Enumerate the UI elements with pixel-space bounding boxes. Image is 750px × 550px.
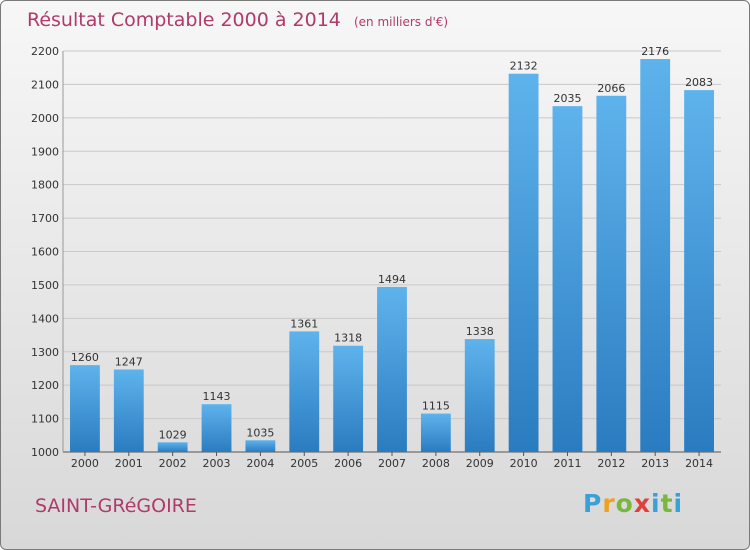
y-tick-label: 1600: [31, 246, 59, 259]
y-tick-label: 1500: [31, 279, 59, 292]
bar-value-label: 1115: [422, 400, 450, 413]
bar: [464, 339, 495, 452]
bar: [70, 365, 100, 452]
bar-value-label: 1338: [466, 325, 494, 338]
bar-value-label: 1494: [378, 273, 406, 286]
x-axis: 2000 2001 2002 2003 2004 2005 2006 2007 2008 2009…: [71, 452, 713, 470]
y-tick-label: 2000: [31, 112, 59, 125]
bar-value-label: 2035: [553, 92, 581, 105]
bar-value-label: 1029: [159, 428, 187, 441]
bar: [113, 369, 144, 452]
proxiti-logo: Proxiti: [583, 489, 684, 518]
y-tick-label: 1700: [31, 212, 59, 225]
bar: [552, 106, 583, 452]
x-tick-label: 2006: [334, 457, 362, 470]
bar-value-label: 1318: [334, 332, 362, 345]
x-tick-label: 2000: [71, 457, 99, 470]
bar: [333, 345, 364, 452]
x-tick-label: 2009: [466, 457, 494, 470]
commune-name: SAINT-GRéGOIRE: [35, 495, 197, 517]
bar: [684, 90, 714, 452]
y-tick-label: 1800: [31, 179, 59, 192]
x-tick-label: 2012: [597, 457, 625, 470]
bar-value-label: 2083: [685, 76, 713, 89]
y-tick-label: 1200: [31, 379, 59, 392]
x-tick-label: 2007: [378, 457, 406, 470]
x-tick-label: 2002: [159, 457, 187, 470]
x-tick-label: 2005: [290, 457, 318, 470]
y-tick-label: 1900: [31, 145, 59, 158]
bar-value-label: 1361: [290, 317, 318, 330]
bar: [377, 286, 407, 452]
bar: [289, 331, 320, 452]
bar-value-label: 1260: [71, 351, 99, 364]
bar-value-label: 1143: [203, 390, 231, 403]
bar-value-label: 2066: [597, 82, 625, 95]
y-tick-label: 1400: [31, 312, 59, 325]
bar: [245, 440, 276, 452]
title-block: Résultat Comptable 2000 à 2014 (en milli…: [27, 9, 448, 31]
bar: [201, 404, 232, 452]
bar: [640, 59, 671, 453]
x-tick-label: 2001: [115, 457, 143, 470]
bar-value-label: 2132: [510, 60, 538, 73]
bar: [508, 73, 539, 453]
y-axis: 1000 1100 1200 1300 1400 1500 1600 1700 1800 1900…: [31, 45, 59, 459]
chart-subtitle: (en milliers d'€): [353, 15, 449, 29]
bars: [70, 59, 714, 453]
y-tick-label: 2100: [31, 78, 59, 91]
bar-value-label: 1247: [115, 355, 143, 368]
bar: [420, 413, 451, 452]
x-tick-label: 2008: [422, 457, 450, 470]
y-tick-label: 2200: [31, 45, 59, 58]
y-tick-label: 1100: [31, 413, 59, 426]
y-tick-label: 1300: [31, 346, 59, 359]
bar-value-label: 1035: [246, 426, 274, 439]
x-tick-label: 2004: [246, 457, 274, 470]
value-labels: 1260 1247 1029 1143 1035 1361 1318 1494 1115 1338…: [71, 45, 713, 441]
bar-value-label: 2176: [641, 45, 669, 58]
chart-title: Résultat Comptable 2000 à 2014: [27, 9, 341, 31]
x-tick-label: 2013: [641, 457, 669, 470]
bar: [596, 95, 627, 453]
bar: [157, 442, 188, 452]
x-tick-label: 2011: [553, 457, 581, 470]
x-tick-label: 2003: [203, 457, 231, 470]
x-tick-label: 2010: [510, 457, 538, 470]
y-tick-label: 1000: [31, 446, 59, 459]
x-tick-label: 2014: [685, 457, 713, 470]
